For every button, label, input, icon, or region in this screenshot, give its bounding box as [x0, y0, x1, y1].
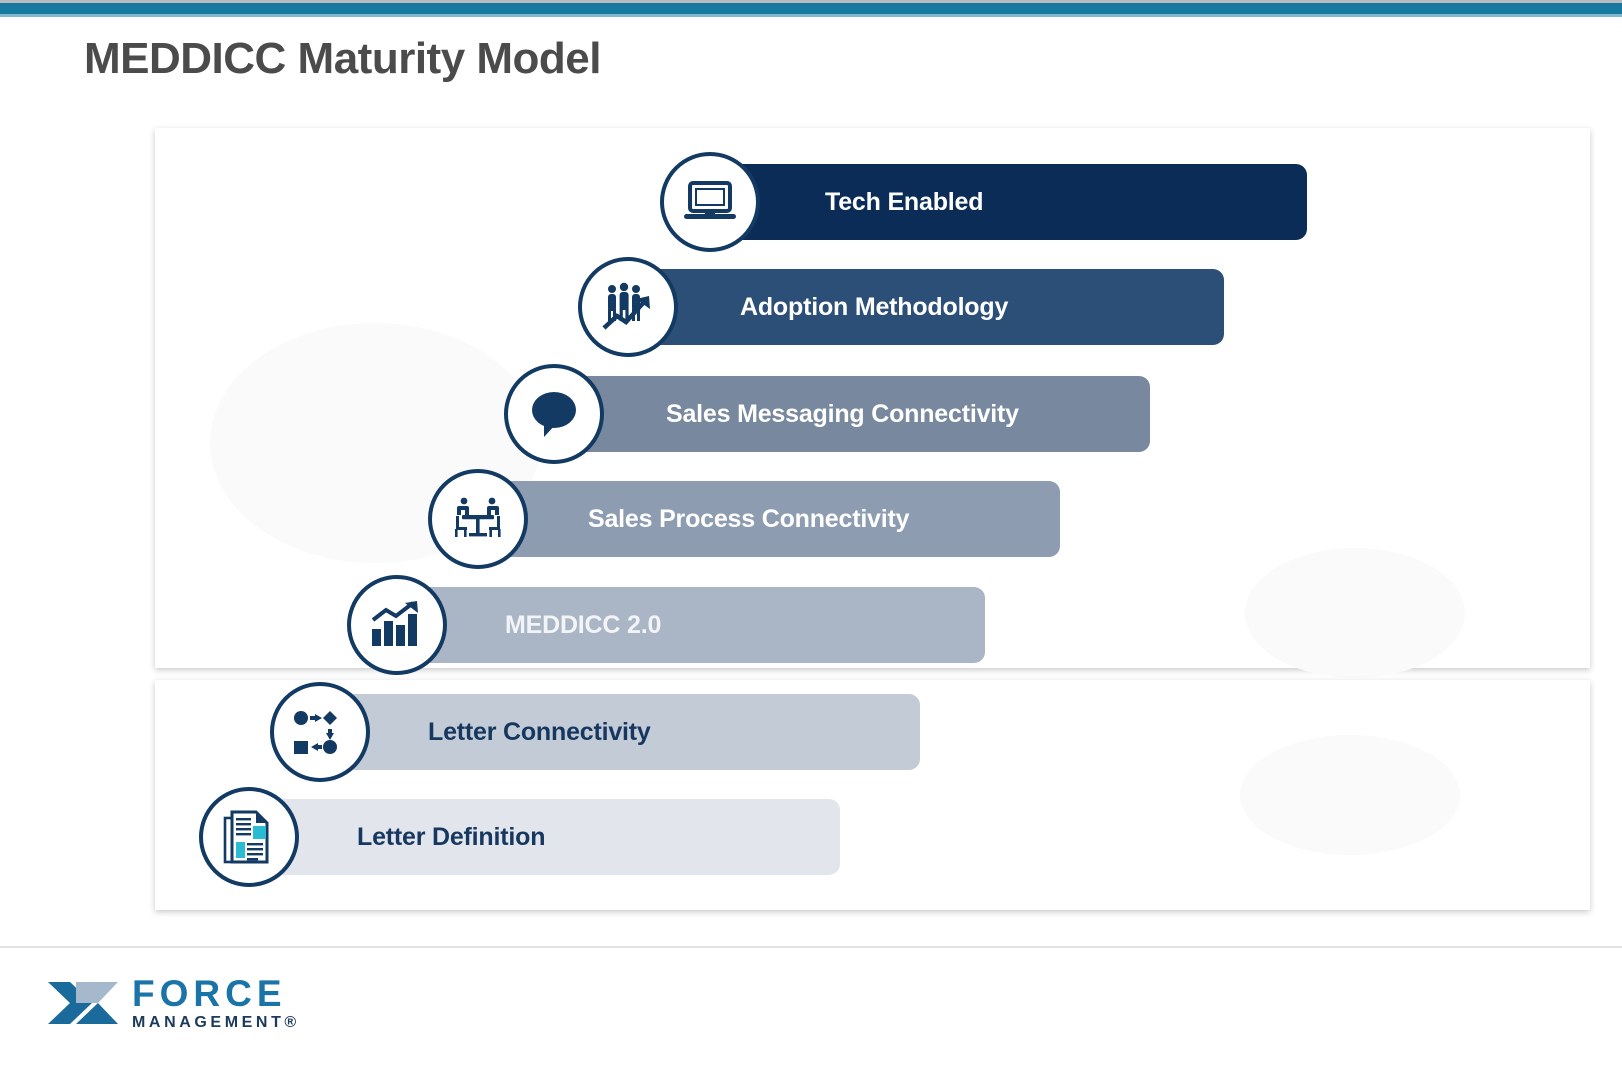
maturity-icon-badge[interactable] — [428, 469, 528, 569]
flow-diagram-icon — [292, 709, 348, 755]
top-accent-gray-bar — [0, 0, 1622, 4]
people-growth-icon — [601, 282, 655, 332]
laptop-icon — [682, 180, 738, 224]
page-title: MEDDICC Maturity Model — [84, 34, 602, 83]
force-x-mark-icon — [48, 982, 118, 1024]
maturity-bar-label: Sales Messaging Connectivity — [666, 399, 1019, 428]
maturity-bar-label: Letter Definition — [357, 822, 546, 851]
maturity-icon-badge[interactable] — [504, 364, 604, 464]
document-icon — [223, 810, 275, 864]
logo-sub-text: MANAGEMENT® — [132, 1014, 300, 1031]
force-management-logo: FORCE MANAGEMENT® — [46, 975, 300, 1031]
maturity-bar-label: Tech Enabled — [825, 187, 984, 216]
maturity-icon-badge[interactable] — [199, 787, 299, 887]
maturity-bar-label: MEDDICC 2.0 — [505, 610, 662, 639]
top-accent-teal-bar — [0, 3, 1622, 14]
watermark-blob-b — [1245, 548, 1465, 678]
maturity-icon-badge[interactable] — [578, 257, 678, 357]
maturity-bar-label: Sales Process Connectivity — [588, 504, 910, 533]
speech-bubble-icon — [527, 389, 581, 439]
maturity-bar-label: Adoption Methodology — [740, 292, 1009, 321]
top-accent-teal-shadow — [0, 14, 1622, 17]
maturity-bar[interactable]: Sales Process Connectivity — [478, 481, 1060, 557]
maturity-bar[interactable]: MEDDICC 2.0 — [397, 587, 985, 663]
maturity-bar[interactable]: Letter Definition — [249, 799, 840, 875]
maturity-icon-badge[interactable] — [347, 575, 447, 675]
maturity-icon-badge[interactable] — [270, 682, 370, 782]
logo-brand-text: FORCE — [132, 973, 287, 1014]
maturity-bar-label: Letter Connectivity — [428, 717, 651, 746]
maturity-icon-badge[interactable] — [660, 152, 760, 252]
maturity-bar[interactable]: Tech Enabled — [710, 164, 1307, 240]
footer-divider — [0, 946, 1622, 948]
maturity-bar[interactable]: Sales Messaging Connectivity — [554, 376, 1150, 452]
logo-wordmark: FORCE MANAGEMENT® — [132, 975, 300, 1031]
watermark-blob-c — [1240, 735, 1460, 855]
meeting-table-icon — [450, 495, 506, 543]
bar-chart-growth-icon — [369, 601, 425, 649]
maturity-bar[interactable]: Letter Connectivity — [320, 694, 920, 770]
maturity-bar[interactable]: Adoption Methodology — [628, 269, 1224, 345]
